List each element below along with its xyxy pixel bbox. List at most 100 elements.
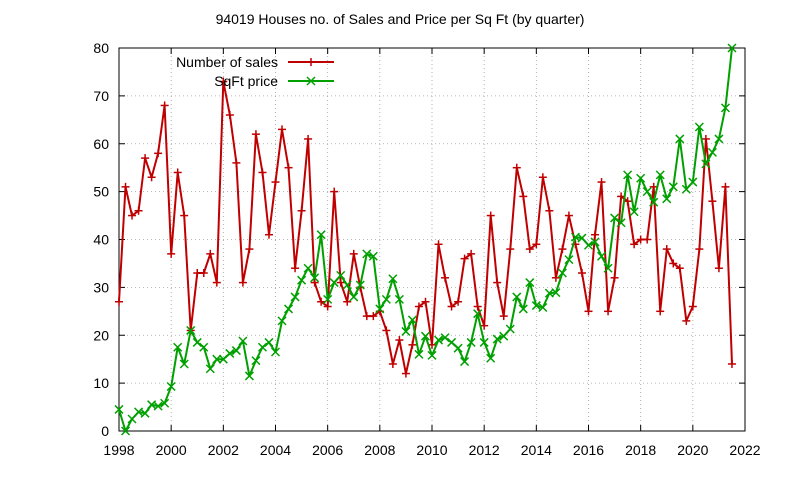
data-point [662, 194, 672, 204]
data-point [310, 273, 320, 283]
x-tick-label: 1998 [103, 442, 134, 458]
data-point [433, 335, 444, 345]
data-point [140, 408, 150, 418]
data-point [499, 331, 509, 341]
tick-labels: 1998 2000 2002 2004 2006 2008 2010 2012 2014 2016… [93, 40, 760, 458]
data-point [727, 43, 737, 53]
data-point [316, 230, 326, 240]
data-point [675, 134, 685, 144]
legend-label: SqFt price [214, 73, 278, 89]
x-tick-label: 2020 [677, 442, 708, 458]
x-tick-label: 2010 [416, 442, 447, 458]
y-tick-label: 60 [93, 136, 109, 152]
data-point [303, 263, 313, 273]
data-point [238, 336, 248, 346]
series-number-of-sales [115, 77, 736, 378]
data-point [486, 353, 496, 363]
data-point [342, 280, 352, 290]
data-point [336, 270, 346, 280]
y-tick-label: 80 [93, 40, 109, 56]
data-point [284, 304, 294, 314]
data-point [420, 331, 431, 341]
data-point [388, 274, 398, 284]
data-point [244, 371, 254, 381]
data-point [590, 237, 600, 247]
data-point [179, 359, 189, 369]
data-point [551, 288, 561, 298]
data-point [603, 263, 613, 273]
data-point [375, 304, 385, 314]
data-point [557, 268, 567, 278]
x-tick-label: 2004 [260, 442, 291, 458]
data-point [192, 337, 202, 347]
data-point [173, 342, 183, 352]
data-point [394, 294, 404, 304]
data-point [212, 354, 222, 364]
data-point [277, 316, 287, 326]
data-point [629, 207, 639, 217]
data-point [381, 294, 391, 304]
data-point [264, 337, 274, 347]
data-point [205, 364, 215, 374]
y-tick-label: 10 [93, 375, 109, 391]
y-tick-label: 20 [93, 327, 109, 343]
data-point [290, 292, 300, 302]
data-point [153, 401, 163, 411]
data-point [714, 134, 724, 144]
data-point [414, 349, 424, 359]
x-tick-label: 2008 [364, 442, 395, 458]
data-point [655, 170, 665, 180]
data-point [642, 187, 652, 197]
data-point [323, 294, 333, 304]
data-point [473, 309, 483, 319]
data-point [355, 280, 365, 290]
data-point [447, 337, 457, 347]
data-point [440, 333, 450, 343]
data-point [512, 292, 522, 302]
data-point [577, 233, 587, 243]
data-point [668, 182, 678, 192]
data-point [466, 337, 476, 347]
data-point [114, 404, 124, 414]
data-point [505, 324, 515, 334]
data-point [583, 240, 594, 250]
data-point [610, 213, 620, 223]
x-tick-label: 2018 [625, 442, 656, 458]
data-point [720, 103, 730, 113]
y-tick-label: 0 [101, 423, 109, 439]
x-tick-label: 2006 [312, 442, 343, 458]
data-point [701, 159, 711, 169]
data-point [329, 278, 339, 288]
legend-marker [306, 76, 316, 86]
legend: Number of sales SqFt price [176, 54, 334, 89]
data-point [707, 147, 717, 157]
data-point [401, 326, 411, 336]
data-point [688, 177, 698, 187]
data-point [460, 357, 470, 367]
data-point [492, 334, 502, 344]
data-point [544, 288, 554, 298]
series-sqft-price [114, 43, 737, 436]
data-point [616, 218, 626, 228]
data-point [231, 346, 241, 356]
x-tick-label: 2012 [469, 442, 500, 458]
legend-entry: SqFt price [214, 73, 334, 89]
data-point [362, 249, 372, 259]
data-point [297, 275, 307, 285]
data-point [251, 356, 261, 366]
x-tick-label: 2022 [729, 442, 760, 458]
data-point [257, 342, 267, 352]
data-point [525, 278, 535, 288]
data-point [127, 414, 137, 424]
data-point [518, 304, 528, 314]
data-point [538, 302, 548, 313]
axes [118, 47, 746, 432]
data-point [453, 343, 463, 353]
data-point [160, 398, 170, 408]
data-point [199, 342, 209, 352]
data-point [349, 292, 359, 302]
legend-label: Number of sales [176, 54, 278, 70]
y-tick-label: 70 [93, 88, 109, 104]
